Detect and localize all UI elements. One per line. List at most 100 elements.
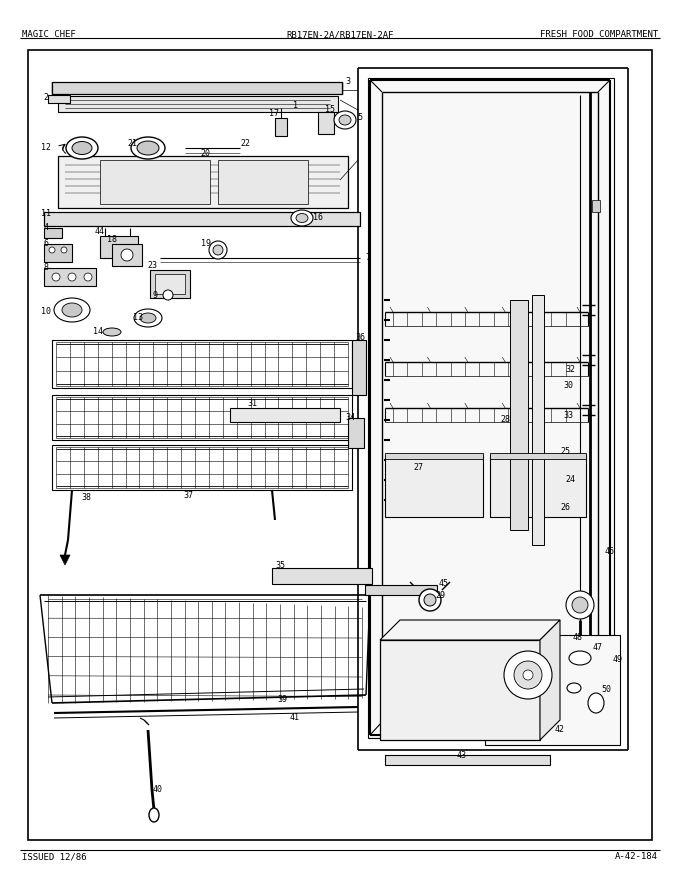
Text: 35: 35 <box>275 561 285 570</box>
Text: 5: 5 <box>358 114 362 123</box>
Bar <box>44 212 360 226</box>
Text: 30: 30 <box>563 382 573 391</box>
Text: 44: 44 <box>95 228 105 237</box>
Ellipse shape <box>424 594 436 606</box>
Bar <box>150 270 190 298</box>
Text: 46: 46 <box>605 547 615 556</box>
Ellipse shape <box>523 670 533 680</box>
Bar <box>592 200 600 212</box>
Text: 28: 28 <box>500 416 510 425</box>
Bar <box>365 585 437 595</box>
Ellipse shape <box>103 328 121 336</box>
Ellipse shape <box>49 247 55 253</box>
Text: 18: 18 <box>107 236 117 245</box>
Text: 31: 31 <box>247 400 257 409</box>
Bar <box>380 640 540 740</box>
Text: 12: 12 <box>41 143 51 152</box>
Ellipse shape <box>72 142 92 155</box>
Bar <box>272 568 372 584</box>
Text: 47: 47 <box>593 643 603 652</box>
Text: 15: 15 <box>325 106 335 115</box>
Bar <box>490 453 586 459</box>
Ellipse shape <box>514 661 542 689</box>
Text: 7: 7 <box>366 253 371 262</box>
Bar <box>52 395 352 440</box>
Ellipse shape <box>52 273 60 281</box>
Bar <box>52 445 352 490</box>
Text: RB17EN-2A/RB17EN-2AF: RB17EN-2A/RB17EN-2AF <box>286 30 394 39</box>
Bar <box>100 160 210 204</box>
Text: 34: 34 <box>345 414 355 423</box>
Polygon shape <box>540 620 560 740</box>
Ellipse shape <box>334 111 356 129</box>
Text: 22: 22 <box>240 140 250 149</box>
Ellipse shape <box>134 309 162 327</box>
Text: 48: 48 <box>573 634 583 643</box>
Text: 4: 4 <box>44 223 48 232</box>
Ellipse shape <box>140 313 156 323</box>
Text: 39: 39 <box>277 695 287 705</box>
Ellipse shape <box>54 298 90 322</box>
Text: 17: 17 <box>269 109 279 118</box>
Text: 26: 26 <box>560 504 570 513</box>
Bar <box>230 408 340 422</box>
Ellipse shape <box>296 214 308 222</box>
Text: 41: 41 <box>290 714 300 723</box>
Bar <box>52 82 342 94</box>
Text: 50: 50 <box>601 685 611 694</box>
Text: 36: 36 <box>355 334 365 343</box>
Text: ISSUED 12/86: ISSUED 12/86 <box>22 852 86 861</box>
Bar <box>385 755 550 765</box>
Text: 13: 13 <box>133 313 143 322</box>
Text: 25: 25 <box>560 448 570 457</box>
Ellipse shape <box>339 115 351 125</box>
Bar <box>368 78 614 738</box>
Text: 33: 33 <box>563 411 573 420</box>
Bar <box>510 300 528 530</box>
Text: 8: 8 <box>44 263 48 272</box>
Ellipse shape <box>121 249 133 261</box>
Bar <box>100 236 138 258</box>
Text: 3: 3 <box>345 77 350 86</box>
Text: MAGIC CHEF: MAGIC CHEF <box>22 30 75 39</box>
Bar <box>44 228 62 238</box>
Bar <box>352 340 366 395</box>
Text: FRESH FOOD COMPARTMENT: FRESH FOOD COMPARTMENT <box>540 30 658 39</box>
Text: 14: 14 <box>93 328 103 336</box>
Ellipse shape <box>566 591 594 619</box>
Ellipse shape <box>68 273 76 281</box>
Text: 2: 2 <box>44 93 48 102</box>
Text: A-42-184: A-42-184 <box>615 852 658 861</box>
Ellipse shape <box>131 137 165 159</box>
Bar <box>58 96 338 112</box>
Polygon shape <box>60 555 70 565</box>
Ellipse shape <box>149 808 159 822</box>
Text: 27: 27 <box>413 464 423 473</box>
Text: 40: 40 <box>153 786 163 795</box>
Bar <box>275 118 287 136</box>
Bar <box>52 340 352 388</box>
Text: 19: 19 <box>201 239 211 248</box>
Ellipse shape <box>209 241 227 259</box>
Ellipse shape <box>567 683 581 693</box>
Bar <box>44 244 72 262</box>
Bar <box>490 455 586 517</box>
Text: 23: 23 <box>147 261 157 270</box>
Bar <box>218 160 308 204</box>
Polygon shape <box>380 620 560 640</box>
Bar <box>44 268 96 286</box>
Bar <box>385 453 483 459</box>
Text: 32: 32 <box>565 366 575 375</box>
Bar <box>28 50 652 840</box>
Bar <box>385 455 483 517</box>
Bar <box>58 156 348 208</box>
Bar <box>485 635 620 745</box>
Ellipse shape <box>572 597 588 613</box>
Bar <box>318 112 334 134</box>
Ellipse shape <box>213 245 223 255</box>
Text: 9: 9 <box>152 292 158 301</box>
Text: 6: 6 <box>44 239 48 248</box>
Bar <box>112 244 142 266</box>
Ellipse shape <box>137 141 159 155</box>
Ellipse shape <box>61 247 67 253</box>
